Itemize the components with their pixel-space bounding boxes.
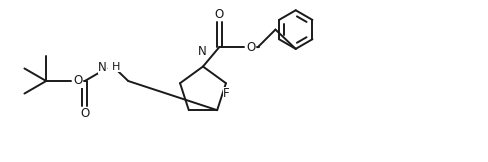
Text: N: N [98, 61, 106, 74]
Text: O: O [246, 41, 256, 54]
Text: N: N [198, 45, 207, 58]
Text: O: O [215, 8, 224, 21]
Text: O: O [73, 75, 82, 87]
Text: H: H [112, 63, 121, 72]
Text: F: F [223, 87, 229, 100]
Text: O: O [80, 107, 89, 120]
